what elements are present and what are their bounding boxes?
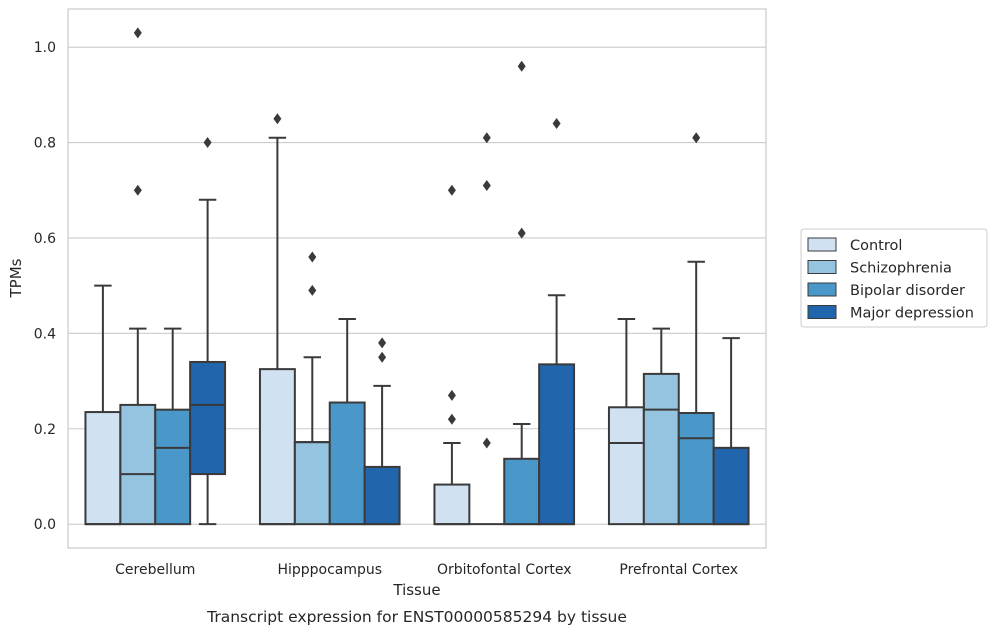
box-major-depression <box>189 137 227 526</box>
legend-label: Bipolar disorder <box>850 283 965 299</box>
box-iqr <box>293 441 331 526</box>
box-iqr <box>433 483 471 526</box>
box-major-depression <box>712 337 750 526</box>
plot-frame <box>67 8 767 549</box>
y-axis-title: TPMs <box>7 258 25 298</box>
x-tick-labels: Cerebellum Hipppocampus Orbitofontal Corte… <box>115 562 738 578</box>
box-bipolar-disorder <box>677 132 715 526</box>
y-tick-label: 0.8 <box>34 136 56 152</box>
box-control <box>258 113 296 526</box>
outlier-marker <box>517 60 526 72</box>
box-iqr <box>607 406 645 526</box>
plot-boxes <box>84 27 750 526</box>
y-tick-labels: 0.0 0.2 0.4 0.6 0.8 1.0 <box>34 40 56 533</box>
x-axis-title: Tissue <box>392 581 440 599</box>
outlier-marker <box>517 227 526 239</box>
box-iqr <box>642 372 680 526</box>
y-tick-label: 0.2 <box>34 422 56 438</box>
outlier-marker <box>273 113 282 125</box>
legend: Control Schizophrenia Bipolar disorder Majo… <box>800 228 988 328</box>
legend-label: Control <box>850 238 902 254</box>
box-bipolar-disorder <box>503 60 541 526</box>
outlier-marker <box>692 132 701 144</box>
box-schizophrenia <box>642 327 680 526</box>
box-schizophrenia <box>469 132 505 526</box>
x-tick-label: Cerebellum <box>115 562 195 578</box>
box-iqr <box>119 403 157 526</box>
box-control <box>607 318 645 526</box>
outlier-marker <box>447 389 456 401</box>
box-schizophrenia <box>293 251 331 526</box>
x-tick-label: Hipppocampus <box>277 562 382 578</box>
legend-swatch <box>807 305 837 319</box>
box-iqr <box>189 360 227 476</box>
outlier-marker <box>447 413 456 425</box>
legend-swatch <box>807 282 837 297</box>
outlier-marker <box>482 437 491 449</box>
box-iqr <box>538 363 576 526</box>
outlier-marker <box>378 351 387 363</box>
box-major-depression <box>538 117 576 526</box>
box-bipolar-disorder <box>328 318 366 526</box>
box-iqr <box>154 408 192 526</box>
box-bipolar-disorder <box>154 327 192 526</box>
box-control <box>84 284 122 526</box>
box-iqr <box>363 465 401 526</box>
legend-frame <box>800 228 988 328</box>
legend-label: Major depression <box>850 306 974 322</box>
box-iqr <box>328 401 366 526</box>
box-iqr <box>84 411 122 526</box>
x-tick-label: Prefrontal Cortex <box>619 562 738 578</box>
y-tick-label: 0.6 <box>34 231 56 247</box>
outlier-marker <box>203 137 212 149</box>
y-tick-label: 0.4 <box>34 326 56 342</box>
outlier-marker <box>378 337 387 349</box>
box-iqr <box>503 457 541 526</box>
box-control <box>433 184 471 526</box>
chart-caption: Transcript expression for ENST0000058529… <box>206 608 627 626</box>
outlier-marker <box>447 184 456 196</box>
x-tick-label: Orbitofontal Cortex <box>437 562 572 578</box>
box-major-depression <box>363 337 401 526</box>
legend-swatch <box>807 237 837 252</box>
outlier-marker <box>482 179 491 191</box>
box-iqr <box>677 412 715 526</box>
outlier-marker <box>552 117 561 129</box>
outlier-marker <box>133 27 142 39</box>
box-iqr <box>258 368 296 526</box>
outlier-marker <box>308 251 317 263</box>
outlier-marker <box>133 184 142 196</box>
y-tick-label: 1.0 <box>34 40 56 56</box>
outlier-marker <box>308 284 317 296</box>
y-tick-label: 0.0 <box>34 517 56 533</box>
outlier-marker <box>482 132 491 144</box>
legend-swatch <box>807 260 837 274</box>
box-schizophrenia <box>119 27 157 526</box>
box-iqr <box>712 446 750 526</box>
legend-label: Schizophrenia <box>850 261 952 277</box>
